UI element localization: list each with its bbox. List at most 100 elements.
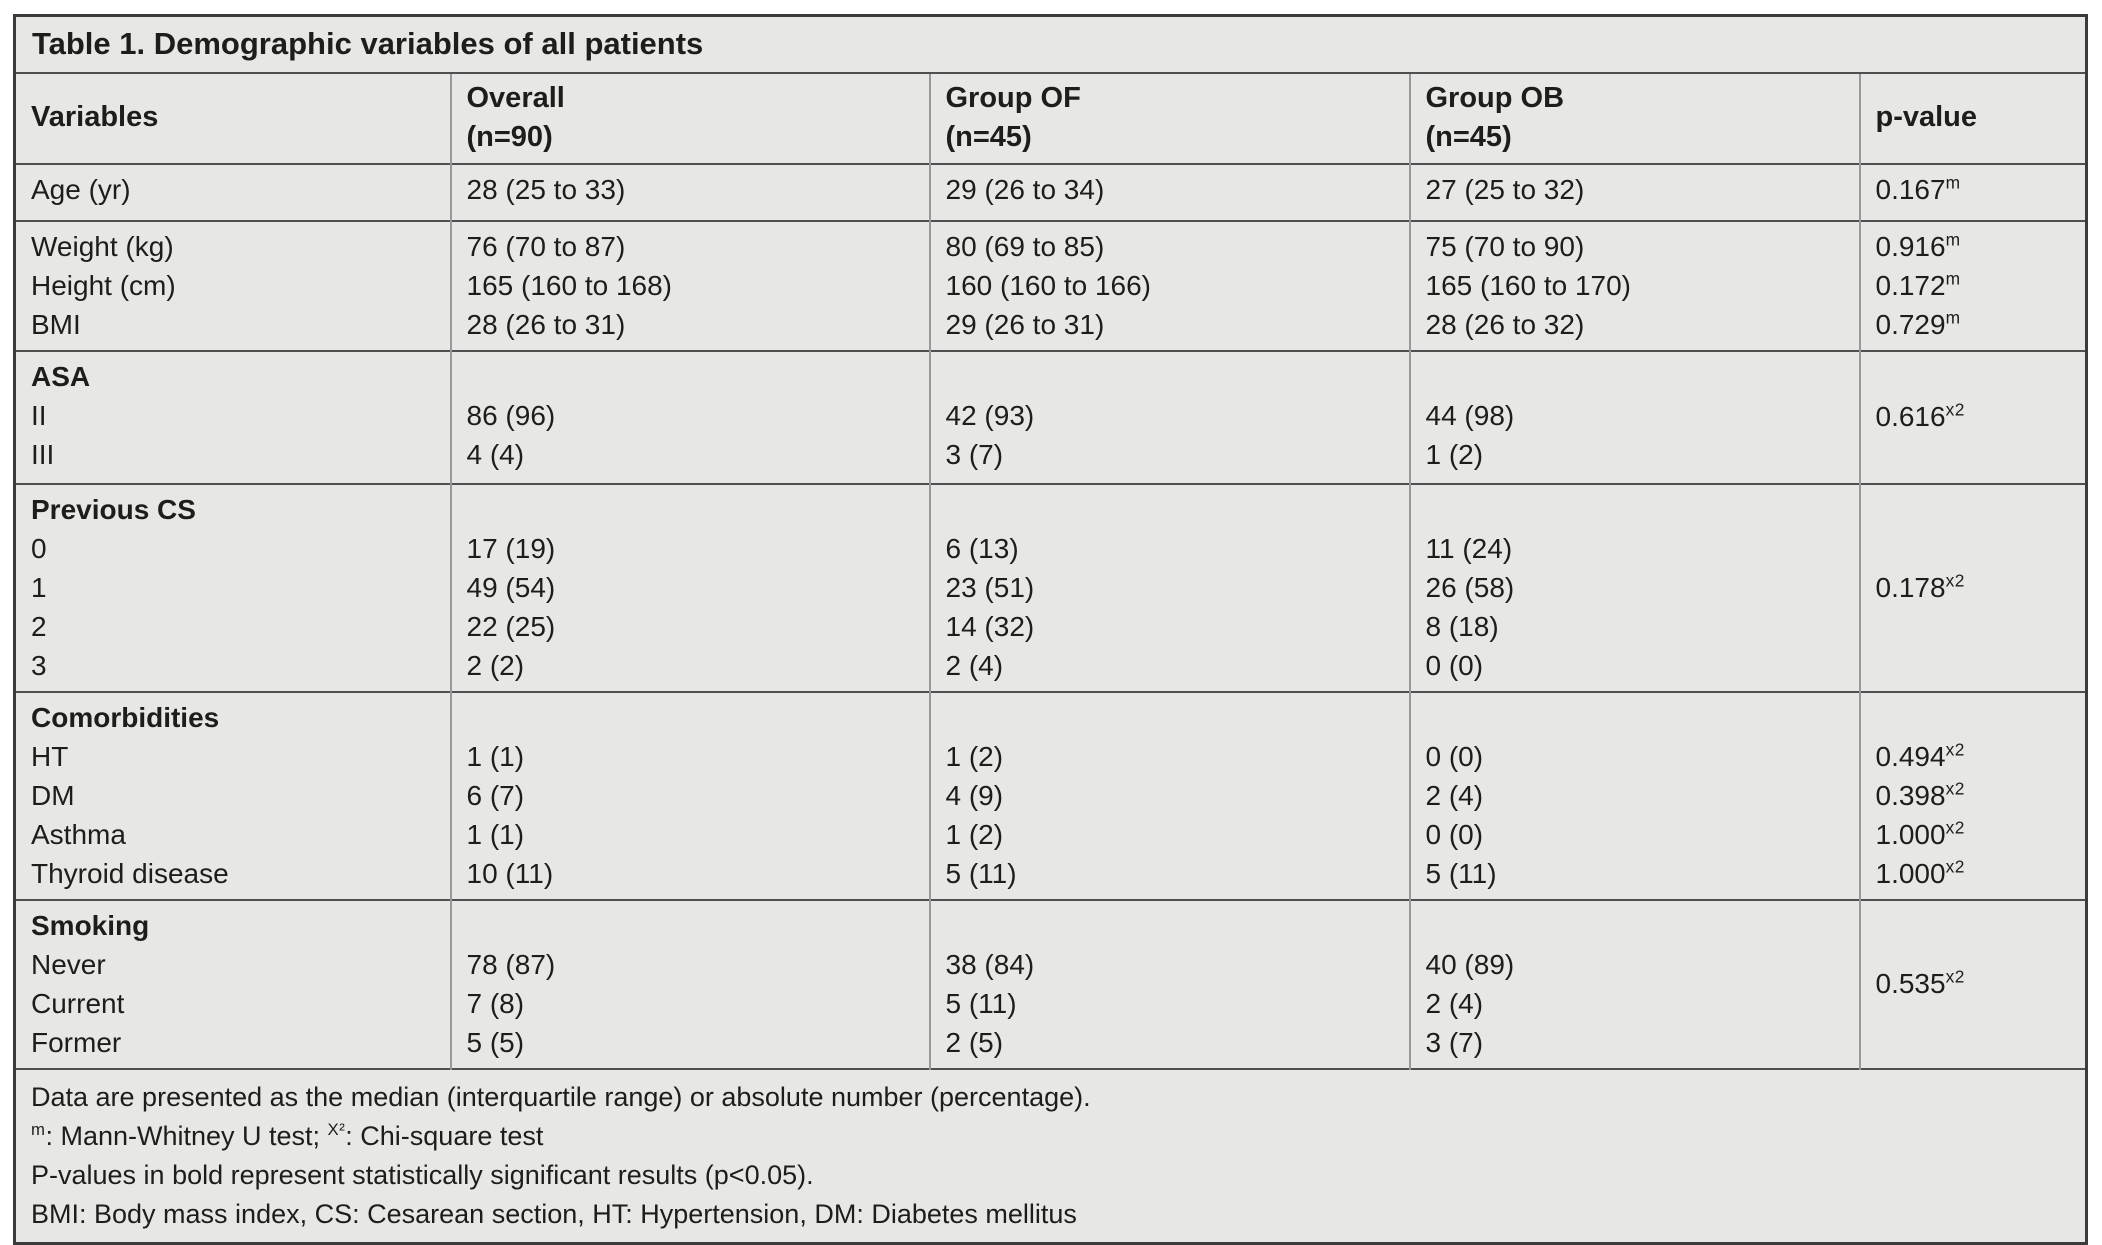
variable-label: 2 (31, 610, 47, 642)
cell-value: 5 (11) (945, 987, 1017, 1019)
header-variables-label: Variables (31, 101, 159, 133)
smoking-ob-cell: 40 (89) 2 (4) 3 (7) (1408, 898, 1860, 1069)
p-value: 1.000x2 (1875, 817, 1965, 850)
table-title: Table 1. Demographic variables of all pa… (32, 26, 704, 62)
cell-value: 0 (0) (1425, 649, 1484, 681)
row-comorbidities: Comorbidities HT DM Asthma Thyroid disea… (14, 690, 2087, 900)
anthro-ob-cell: 75 (70 to 90) 165 (160 to 170) 28 (26 to… (1408, 219, 1860, 351)
anthro-of-cell: 80 (69 to 85) 160 (160 to 166) 29 (26 to… (928, 219, 1410, 351)
p-superscript: x2 (1945, 966, 1965, 987)
cell-value: 160 (160 to 166) (945, 269, 1152, 301)
cell-value: 42 (93) (945, 399, 1035, 431)
demographics-table-container: Table 1. Demographic variables of all pa… (13, 14, 2088, 1245)
footnotes-cell: Data are presented as the median (interq… (14, 1067, 2087, 1243)
cell-value: 1 (1) (466, 818, 525, 850)
comorbidities-ob-cell: 0 (0) 2 (4) 0 (0) 5 (11) (1408, 690, 1860, 900)
cell-value: 23 (51) (945, 571, 1035, 603)
p-superscript: m (1945, 172, 1961, 193)
cell-value: 2 (4) (1425, 987, 1484, 1019)
p-superscript: x2 (1945, 739, 1965, 760)
spacer (1876, 698, 2076, 737)
p-superscript: m (1945, 307, 1961, 328)
spacer (467, 906, 919, 945)
spacer (1426, 490, 1849, 529)
p-value: 0.178x2 (1875, 570, 1965, 603)
p-value: 0.729m (1875, 307, 1961, 340)
comorbidities-label-cell: Comorbidities HT DM Asthma Thyroid disea… (14, 690, 451, 900)
cell-value: 2 (4) (1425, 779, 1484, 811)
cell-value: 0 (0) (1425, 818, 1484, 850)
header-group-of-label: Group OF (945, 81, 1081, 114)
cell-value: 165 (160 to 168) (466, 269, 673, 301)
p-superscript: m (1945, 229, 1961, 250)
p-value: 0.535x2 (1875, 966, 1965, 999)
cell-value: 7 (8) (466, 987, 525, 1019)
cell-value: 29 (26 to 31) (945, 308, 1105, 340)
variable-label: 1 (31, 571, 47, 603)
variable-label: Former (31, 1026, 122, 1058)
p-value: 0.398x2 (1875, 778, 1965, 811)
variable-label: II (31, 399, 47, 431)
header-group-of-n: (n=45) (945, 120, 1032, 153)
footnote-sup-chi: X² (327, 1119, 346, 1139)
age-of-cell: 29 (26 to 34) (928, 162, 1410, 221)
smoking-overall-cell: 78 (87) 7 (8) 5 (5) (449, 898, 930, 1069)
cell-value: 8 (18) (1425, 610, 1499, 642)
spacer (1426, 698, 1849, 737)
cell-value: 22 (25) (466, 610, 556, 642)
asa-ob-cell: 44 (98) 1 (2) (1408, 349, 1860, 484)
footnote-significance: P-values in bold represent statistically… (31, 1159, 814, 1190)
header-overall: Overall (n=90) (449, 71, 930, 164)
p-superscript: x2 (1945, 570, 1965, 591)
cell-value: 6 (7) (466, 779, 525, 811)
variable-label: Thyroid disease (31, 857, 229, 889)
cell-value: 5 (11) (1425, 857, 1497, 889)
header-pvalue: p-value (1858, 71, 2087, 164)
comorbidities-of-cell: 1 (2) 4 (9) 1 (2) 5 (11) (928, 690, 1410, 900)
p-superscript: x2 (1945, 856, 1965, 877)
cell-value: 3 (7) (945, 438, 1004, 470)
p-value: 0.172m (1875, 268, 1961, 301)
cell-value: 27 (25 to 32) (1425, 173, 1585, 205)
smoking-p-cell: 0.535x2 (1858, 898, 2087, 1069)
table-title-row: Table 1. Demographic variables of all pa… (15, 16, 2087, 73)
cell-value: 10 (11) (466, 857, 554, 889)
spacer (946, 906, 1399, 945)
row-asa: ASA II III 86 (96) 4 (4) 42 (93) 3 (7) 4… (14, 349, 2087, 484)
p-superscript: m (1945, 268, 1961, 289)
section-header: Comorbidities (31, 701, 220, 733)
header-group-ob: Group OB (n=45) (1408, 71, 1860, 164)
previous-cs-label-cell: Previous CS 0 1 2 3 (14, 482, 451, 692)
cell-value: 78 (87) (466, 948, 556, 980)
spacer (467, 490, 919, 529)
header-pvalue-label: p-value (1875, 101, 1978, 133)
age-p-cell: 0.167m (1858, 162, 2087, 221)
header-group-ob-n: (n=45) (1425, 120, 1512, 153)
comorbidities-p-cell: 0.494x2 0.398x2 1.000x2 1.000x2 (1858, 690, 2087, 900)
cell-value: 11 (24) (1425, 532, 1513, 564)
section-header: Smoking (31, 909, 150, 941)
variable-label: DM (31, 779, 75, 811)
spacer (946, 357, 1399, 396)
cell-value: 2 (4) (945, 649, 1004, 681)
smoking-label-cell: Smoking Never Current Former (14, 898, 451, 1069)
cell-value: 29 (26 to 34) (945, 173, 1105, 205)
cell-value: 1 (1) (466, 740, 525, 772)
variable-label: Weight (kg) (31, 230, 174, 262)
row-anthropometrics: Weight (kg) Height (cm) BMI 76 (70 to 87… (14, 219, 2087, 351)
cell-value: 1 (2) (945, 818, 1004, 850)
variable-label: Never (31, 948, 106, 980)
anthro-p-cell: 0.916m 0.172m 0.729m (1858, 219, 2087, 351)
spacer (946, 698, 1399, 737)
p-value: 0.916m (1875, 229, 1961, 262)
cell-value: 76 (70 to 87) (466, 230, 626, 262)
row-footnotes: Data are presented as the median (interq… (14, 1067, 2087, 1243)
variable-label: HT (31, 740, 69, 772)
variable-label: III (31, 438, 55, 470)
spacer (1426, 357, 1849, 396)
cell-value: 0 (0) (1425, 740, 1484, 772)
header-variables: Variables (14, 71, 451, 164)
age-label-cell: Age (yr) (14, 162, 451, 221)
p-value: 0.167m (1875, 172, 1961, 205)
variable-label: 3 (31, 649, 47, 681)
